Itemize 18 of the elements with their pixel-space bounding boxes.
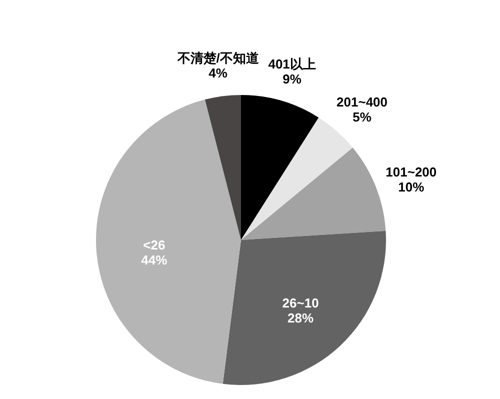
data-label: 5%: [352, 110, 372, 125]
slice-label: 101~200: [386, 164, 437, 180]
slice-label: 401以上: [268, 56, 316, 72]
data-label: 28%: [288, 310, 314, 326]
pie-slice: [204, 95, 241, 240]
slice-label: 201~400: [336, 94, 388, 110]
slice-label: <26: [143, 237, 166, 252]
data-label: 44%: [141, 252, 168, 268]
pie-slice: [96, 100, 241, 384]
pie-slice: [241, 148, 386, 240]
data-label: 4%: [208, 65, 228, 80]
slice-label: 26~10: [282, 295, 319, 310]
pie-slice: [222, 230, 386, 385]
data-label: 9%: [282, 71, 302, 86]
data-label: 10%: [398, 180, 425, 195]
pie-slice: [241, 118, 353, 240]
slice-label: 不清楚/不知道: [176, 50, 260, 66]
pie-slice: [241, 95, 319, 240]
